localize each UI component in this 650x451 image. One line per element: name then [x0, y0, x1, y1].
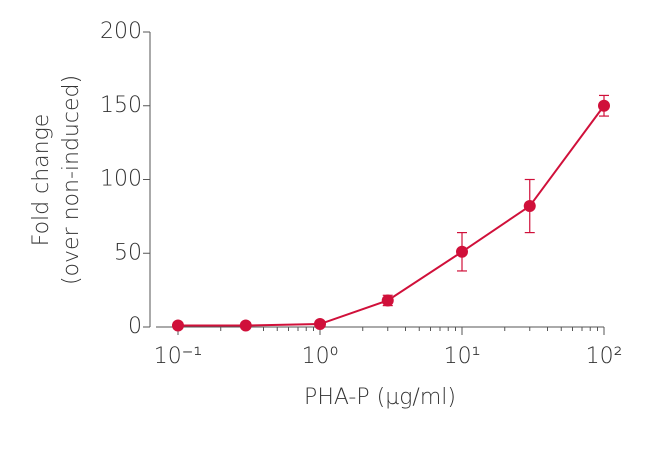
x-tick-label: 10¹: [444, 344, 481, 369]
point: [171, 319, 184, 332]
x-tick-label: 10²: [586, 344, 623, 369]
point: [523, 200, 536, 213]
point: [313, 318, 326, 331]
y-axis-label-line: Fold change: [29, 114, 54, 247]
x-tick-label: 10⁰: [302, 344, 339, 369]
point: [598, 99, 610, 112]
y-tick-label: 100: [100, 167, 142, 192]
y-tick-label: 200: [100, 19, 142, 44]
y-tick-label: 0: [128, 314, 142, 339]
x-tick-label: 10⁻¹: [154, 344, 202, 369]
line: [177, 105, 605, 327]
point: [455, 245, 468, 258]
point: [381, 294, 394, 307]
point: [239, 319, 252, 332]
y-axis-label: Fold change (over non-induced): [29, 75, 84, 285]
x-axis-label: PHA-P (µg/ml): [304, 385, 456, 410]
y-axis-label-line: (over non-induced): [59, 75, 84, 285]
y-tick-label: 50: [114, 240, 142, 265]
y-tick-label: 150: [100, 93, 142, 118]
